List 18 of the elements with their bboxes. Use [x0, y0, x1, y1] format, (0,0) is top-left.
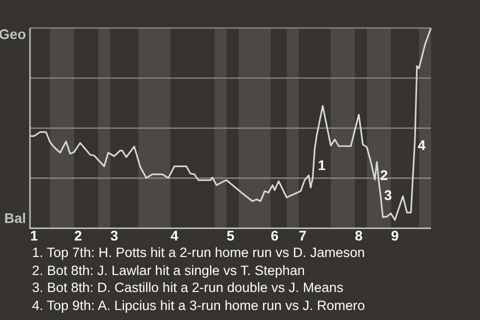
x-tick-label: 1	[30, 227, 38, 244]
annotation: 2	[380, 167, 388, 184]
x-tick-label: 4	[170, 227, 178, 244]
x-tick-label: 3	[110, 227, 118, 244]
annotation: 3	[384, 187, 392, 204]
x-tick-label: 8	[354, 227, 363, 244]
x-tick-label: 5	[226, 227, 235, 244]
x-tick-label: 6	[270, 227, 279, 244]
text: 3. Bot 8th: D. Castillo hit a 2-run double vs J. Means	[32, 279, 344, 296]
x-tick-label: 2	[74, 227, 82, 244]
text: Bal	[4, 210, 26, 226]
annotation: 1	[318, 156, 326, 173]
x-tick-label: 7	[298, 227, 307, 244]
text: 4. Top 9th: A. Lipcius hit a 3-run home run vs J. Romero	[32, 296, 365, 314]
text: 1. Top 7th: H. Potts hit a 2-run home run vs D. Jameson	[32, 244, 365, 262]
annotation: 4	[418, 136, 426, 153]
x-tick-label: 9	[391, 227, 400, 244]
text: 2. Bot 8th: J. Lawlar hit a single vs T. Stephan	[32, 262, 306, 279]
